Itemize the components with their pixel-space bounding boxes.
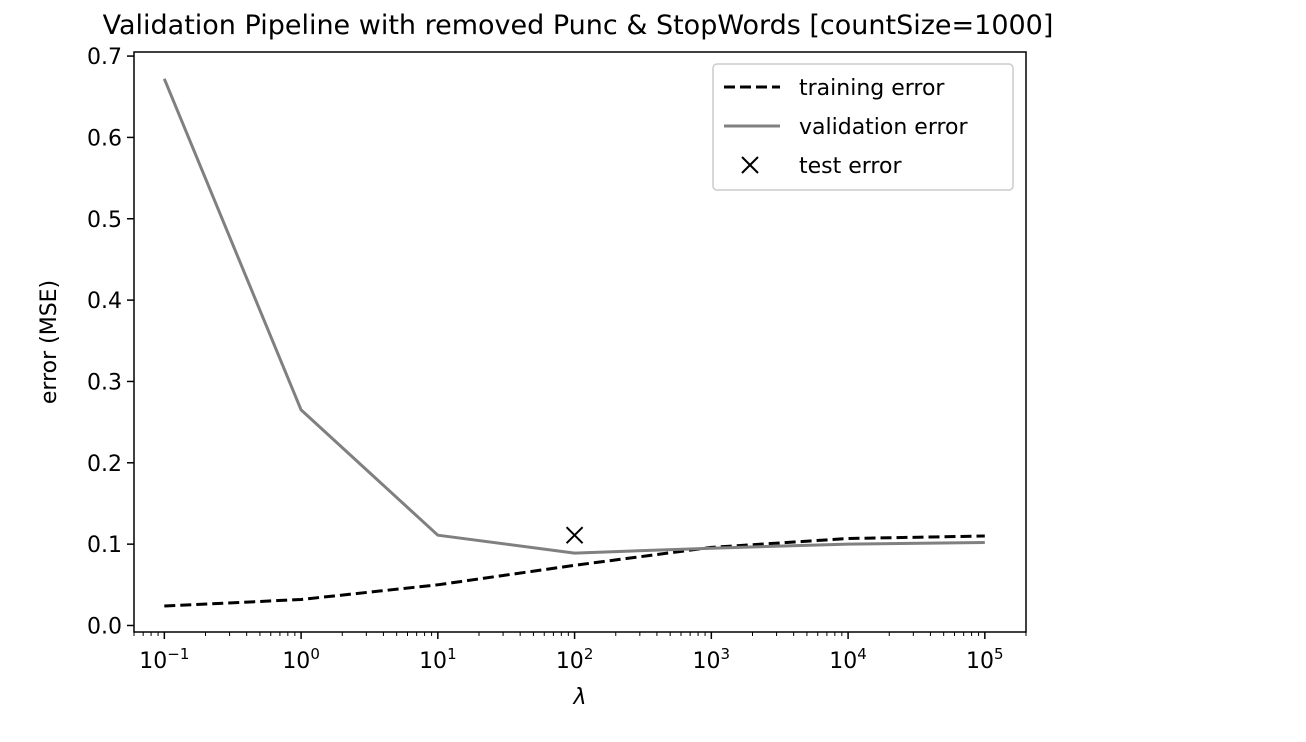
x-tick-label: 104 <box>829 645 867 674</box>
x-tick-label: 105 <box>966 645 1004 674</box>
x-axis-label: λ <box>572 685 586 710</box>
training-error-line <box>164 534 985 608</box>
y-tick-label: 0.4 <box>87 289 122 314</box>
y-tick-label: 0.3 <box>87 370 122 395</box>
legend: training error validation error test err… <box>712 63 1014 191</box>
legend-label-test: test error <box>799 154 902 179</box>
y-tick-label: 0.1 <box>87 533 122 558</box>
x-tick-label: 101 <box>419 645 457 674</box>
y-axis: 0.0 0.1 0.2 0.3 0.4 0.5 0.6 0.7 <box>87 45 134 639</box>
x-tick-label: 100 <box>282 645 320 674</box>
legend-swatch-test <box>741 156 759 174</box>
plot-frame <box>133 51 1027 633</box>
x-tick-label: 102 <box>556 645 594 674</box>
x-tick-label: 103 <box>693 645 731 674</box>
legend-label-training: training error <box>799 76 945 101</box>
y-tick-label: 0.2 <box>87 452 122 477</box>
legend-box <box>712 63 1014 191</box>
y-axis-label: error (MSE) <box>37 280 62 404</box>
series-layer <box>162 78 985 608</box>
test-error-marker <box>565 526 584 544</box>
legend-label-validation: validation error <box>799 115 969 140</box>
validation-error-line <box>162 78 985 555</box>
chart-title: Validation Pipeline with removed Punc & … <box>103 10 1054 41</box>
x-tick-label: 10−1 <box>139 645 189 674</box>
y-tick-label: 0.5 <box>87 208 122 233</box>
y-tick-label: 0.6 <box>87 126 122 151</box>
y-tick-label: 0.7 <box>87 45 122 70</box>
x-axis: 10−1 100 101 102 103 104 105 <box>133 632 1027 674</box>
y-tick-label: 0.0 <box>87 614 122 639</box>
